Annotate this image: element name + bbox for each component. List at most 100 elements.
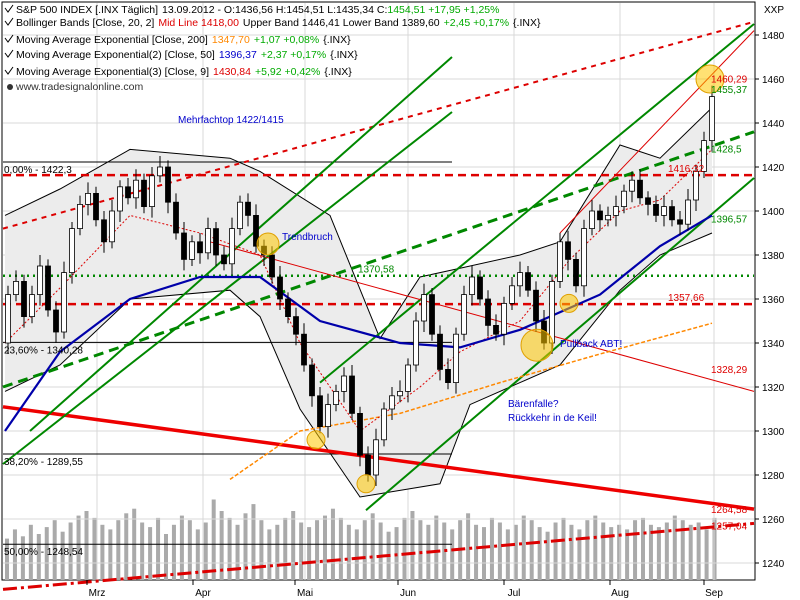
candle-body <box>565 241 571 260</box>
trendline-value-label: 1328,29 <box>711 365 748 376</box>
volume-bar <box>474 524 479 580</box>
candle-body <box>685 199 691 225</box>
candle-body <box>589 210 595 230</box>
candle-body <box>141 179 147 207</box>
y-tick-label: 1300 <box>762 427 785 438</box>
chart-annotation: Trendbruch <box>282 232 333 243</box>
candle-body <box>317 395 323 427</box>
highlight-circle <box>306 430 326 450</box>
volume-bar <box>171 524 176 580</box>
chart-annotation: Bärenfalle? <box>508 399 559 410</box>
bollinger-upper-line <box>4 107 713 340</box>
candle-body <box>533 289 539 322</box>
highlight-circle <box>695 64 725 94</box>
volume-bar <box>545 531 550 580</box>
source-credit: www.tradesignalonline.com <box>15 81 143 93</box>
x-tick-label: Jul <box>508 588 521 599</box>
volume-bar <box>585 520 590 580</box>
highlight-circle <box>356 474 376 494</box>
volume-bar <box>219 511 224 580</box>
volume-bar <box>203 522 208 580</box>
trendline-value-label: 1455,37 <box>711 85 748 96</box>
candle-body <box>109 210 115 243</box>
volume-bar <box>497 522 502 580</box>
volume-bar <box>148 527 153 580</box>
source-logo-icon <box>7 84 13 90</box>
candle-body <box>453 333 459 384</box>
volume-bar <box>187 520 192 580</box>
candle-body <box>293 316 299 335</box>
candle-body <box>517 272 523 287</box>
candle-body <box>469 276 475 296</box>
candle-body <box>13 280 19 295</box>
indicator-bollinger: Bollinger Bands [Close, 20, 2] Mid Line 1… <box>16 17 541 29</box>
candle-body <box>245 201 251 216</box>
volume-bar <box>100 524 105 580</box>
candle-body <box>69 228 75 274</box>
volume-bar <box>52 520 57 580</box>
candle-body <box>213 228 219 256</box>
volume-bar <box>76 515 81 580</box>
volume-bar <box>68 522 73 580</box>
x-tick-label: Sep <box>705 588 723 599</box>
bollinger-lower-line <box>4 232 713 498</box>
ema50-line <box>4 214 713 432</box>
candle-body <box>77 203 83 229</box>
volume-bar <box>680 520 685 580</box>
volume-bar <box>124 513 129 580</box>
y-tick-label: 1240 <box>762 559 785 570</box>
fib-level-label: 50,00% - 1248,54 <box>4 547 83 558</box>
candle-body <box>701 140 707 172</box>
candle-body <box>669 206 675 221</box>
volume-bar <box>641 517 645 580</box>
volume-bar <box>633 520 638 580</box>
indicator-ema200: Moving Average Exponential [Close, 200] 1… <box>16 34 351 46</box>
volume-bar <box>251 504 256 580</box>
volume-bar <box>593 515 598 580</box>
candle-body <box>597 210 603 221</box>
volume-bar <box>410 511 415 580</box>
candle-body <box>661 206 667 216</box>
chart-annotation: Pullback ABT! <box>560 339 622 350</box>
x-tick-label: Mai <box>297 588 313 599</box>
green-wedge-lower <box>365 177 755 511</box>
volume-bar <box>553 522 558 580</box>
volume-bar <box>704 529 709 580</box>
candle-body <box>53 309 59 333</box>
axis-label: XXP <box>764 5 784 16</box>
volume-bar <box>672 515 677 580</box>
volume-bar <box>529 520 534 580</box>
candle-body <box>85 192 91 205</box>
green-channel-outer <box>29 56 453 432</box>
volume-bar <box>195 529 200 580</box>
bollinger-fill <box>5 107 712 497</box>
x-tick-label: Mrz <box>89 588 106 599</box>
volume-bar <box>712 517 717 580</box>
candle-body <box>405 364 411 392</box>
volume-bar <box>227 517 232 580</box>
highlight-circle <box>559 293 579 313</box>
trendline-value-label: 1396,57 <box>711 215 748 226</box>
volume-bar <box>688 524 693 580</box>
indicator-toggle-icons[interactable] <box>4 4 14 75</box>
candle-body <box>205 228 211 254</box>
red-thin-down-trendline <box>209 241 755 392</box>
candle-body <box>653 203 659 216</box>
volume-bar <box>84 511 89 580</box>
candle-body <box>437 333 443 370</box>
volume-bar <box>617 524 622 580</box>
candle-body <box>229 228 235 265</box>
candle-body <box>117 186 123 212</box>
volume-bar <box>418 520 423 580</box>
y-tick-label: 1260 <box>762 515 785 526</box>
red-thin-up-trendline <box>559 30 755 234</box>
y-tick-label: 1420 <box>762 163 785 174</box>
candle-body <box>389 395 395 410</box>
volume-bar <box>267 529 272 580</box>
volume-bar <box>108 529 113 580</box>
candle-body <box>613 206 619 216</box>
volume-bar <box>625 529 630 580</box>
candle-body <box>277 276 283 300</box>
candle-body <box>221 254 227 265</box>
volume-bar <box>656 527 661 580</box>
